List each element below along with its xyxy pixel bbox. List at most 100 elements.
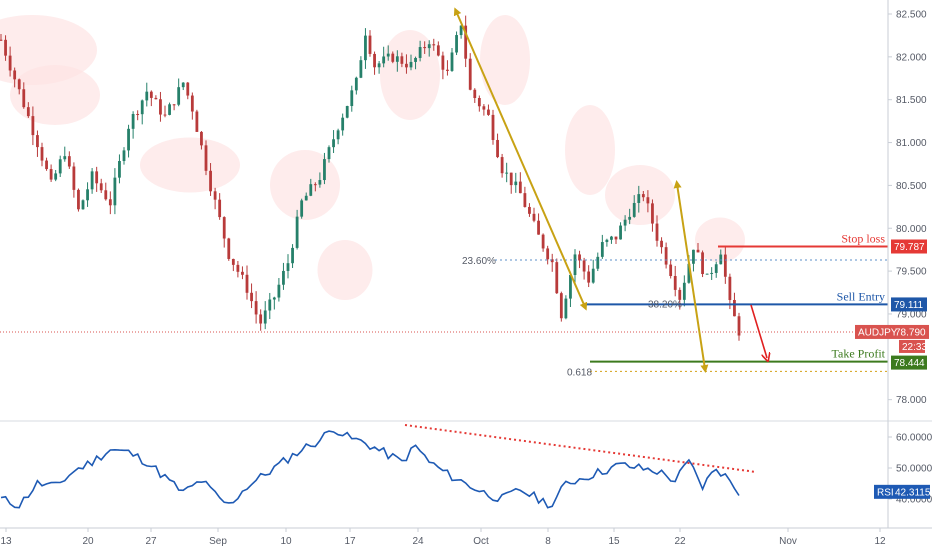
candle-body xyxy=(400,56,404,64)
candle-body xyxy=(723,254,727,277)
candle-body xyxy=(72,166,76,190)
candle-body xyxy=(368,35,372,54)
candle-body xyxy=(614,236,618,240)
candle-body xyxy=(710,272,714,274)
candle-body xyxy=(113,177,117,206)
candle-body xyxy=(423,47,427,49)
candle-body xyxy=(405,63,408,68)
countdown-tag: 22:33 xyxy=(899,339,927,353)
candle-body xyxy=(509,172,513,186)
candle-body xyxy=(532,213,536,221)
candle-body xyxy=(22,89,26,108)
sell-entry-label: Sell Entry xyxy=(837,289,885,303)
current-price-tag: AUDJPY 78.790 xyxy=(855,324,929,339)
candle-body xyxy=(591,268,595,283)
candle-body xyxy=(236,264,240,272)
candle-body xyxy=(432,44,436,46)
price-tick-label: 80.000 xyxy=(896,224,927,235)
candle-body xyxy=(651,203,654,224)
candle-body xyxy=(327,147,331,160)
candle-body xyxy=(605,239,609,243)
candle-body xyxy=(259,314,263,324)
time-tick-label: 24 xyxy=(412,536,424,547)
candle-body xyxy=(482,106,486,110)
time-tick-label: Sep xyxy=(209,536,227,547)
rsi-tick-label: 60.0000 xyxy=(896,433,932,444)
price-tick-label: 81.000 xyxy=(896,138,927,149)
candle-body xyxy=(455,35,458,53)
cloud-patch xyxy=(270,150,340,220)
candle-body xyxy=(655,223,659,241)
candle-body xyxy=(13,70,17,80)
candle-body xyxy=(168,104,171,115)
candle-body xyxy=(118,161,121,178)
svg-text:79.111: 79.111 xyxy=(894,300,924,311)
candle-body xyxy=(546,248,550,260)
candle-body xyxy=(487,109,490,115)
projection-arrow-down-1 xyxy=(453,7,588,311)
rsi-trendline xyxy=(404,424,757,473)
rsi-tick-label: 50.0000 xyxy=(896,464,932,475)
candle-body xyxy=(409,61,413,68)
candle-body xyxy=(26,107,30,117)
candle-body xyxy=(31,116,35,136)
candle-body xyxy=(596,256,600,269)
candle-body xyxy=(341,117,345,131)
svg-text:79.787: 79.787 xyxy=(894,242,925,253)
candle-body xyxy=(350,90,354,107)
candle-body xyxy=(99,183,103,191)
time-tick-label: 10 xyxy=(280,536,292,547)
candle-body xyxy=(555,262,559,294)
candle-body xyxy=(159,99,162,115)
candle-body xyxy=(309,184,313,196)
candle-body xyxy=(177,87,181,105)
time-tick-label: 13 xyxy=(0,536,12,547)
candle-body xyxy=(600,242,604,257)
candle-body xyxy=(514,181,518,186)
candle-body xyxy=(241,271,244,275)
price-tick-label: 79.000 xyxy=(896,309,927,320)
candle-body xyxy=(664,247,668,265)
price-tick-label: 81.500 xyxy=(896,95,927,106)
candle-body xyxy=(373,53,376,68)
candle-body xyxy=(610,236,613,240)
symbol-label: AUDJPY xyxy=(858,327,898,338)
candle-body xyxy=(637,194,641,203)
candle-body xyxy=(304,195,308,201)
candle-body xyxy=(559,293,563,319)
candle-body xyxy=(186,82,190,96)
candle-body xyxy=(122,150,126,162)
candle-body xyxy=(149,91,153,98)
candle-body xyxy=(500,157,504,174)
candle-body xyxy=(254,301,258,315)
candle-body xyxy=(427,44,431,49)
candle-body xyxy=(523,193,527,207)
candle-body xyxy=(0,39,3,41)
candle-body xyxy=(505,172,509,174)
rsi-value: 42.3115 xyxy=(895,487,931,498)
candle-body xyxy=(386,53,390,57)
candle-body xyxy=(195,111,199,132)
candle-body xyxy=(213,191,217,200)
candle-body xyxy=(95,171,99,184)
candle-body xyxy=(414,57,417,62)
candle-body xyxy=(245,274,249,293)
stop-loss-tag: 79.787 xyxy=(891,239,927,254)
cloud-patch xyxy=(565,105,615,195)
rsi-value-tag: RSI 42.3115 xyxy=(874,484,931,499)
candle-body xyxy=(345,106,349,118)
candle-body xyxy=(77,189,80,210)
time-tick-label: Oct xyxy=(473,536,489,547)
candle-body xyxy=(678,289,682,300)
candle-body xyxy=(359,60,363,78)
candle-body xyxy=(190,95,194,112)
candle-body xyxy=(450,52,454,71)
time-tick-label: 17 xyxy=(344,536,356,547)
time-tick-label: Nov xyxy=(779,536,797,547)
cloud-patch xyxy=(380,30,440,120)
candle-body xyxy=(528,206,531,214)
candle-body xyxy=(632,202,636,217)
candle-body xyxy=(90,171,94,190)
candle-body xyxy=(286,263,290,271)
